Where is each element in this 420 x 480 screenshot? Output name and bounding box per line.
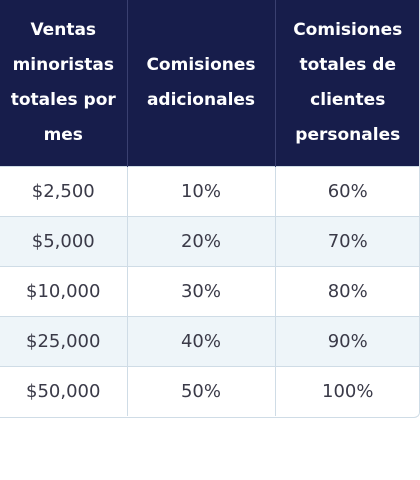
- commission-table-container: Ventas minoristas totales por mes Comisi…: [0, 0, 420, 418]
- cell-additional: 10%: [127, 165, 276, 216]
- cell-additional: 30%: [127, 265, 276, 316]
- cell-total: 90%: [275, 315, 419, 366]
- table-row: $2,500 10% 60%: [0, 165, 419, 216]
- cell-total: 70%: [275, 215, 419, 266]
- cell-sales: $50,000: [0, 365, 128, 416]
- table-body: $2,500 10% 60% $5,000 20% 70% $10,000 30…: [0, 165, 419, 416]
- cell-additional: 40%: [127, 315, 276, 366]
- cell-total: 80%: [275, 265, 419, 316]
- cell-sales: $5,000: [0, 215, 128, 266]
- table-row: $5,000 20% 70%: [0, 215, 419, 266]
- commission-table: Ventas minoristas totales por mes Comisi…: [0, 0, 419, 416]
- table-row: $10,000 30% 80%: [0, 265, 419, 316]
- header-additional-commissions: Comisiones adicionales: [127, 0, 276, 166]
- table-row: $50,000 50% 100%: [0, 365, 419, 416]
- header-total-personal-client-commissions: Comisiones totales de clientes personale…: [275, 0, 419, 166]
- header-row: Ventas minoristas totales por mes Comisi…: [0, 0, 419, 166]
- cell-sales: $10,000: [0, 265, 128, 316]
- cell-total: 100%: [275, 365, 419, 416]
- header-monthly-retail-sales: Ventas minoristas totales por mes: [0, 0, 128, 166]
- table-row: $25,000 40% 90%: [0, 315, 419, 366]
- cell-additional: 20%: [127, 215, 276, 266]
- cell-sales: $2,500: [0, 165, 128, 216]
- table-header: Ventas minoristas totales por mes Comisi…: [0, 0, 419, 166]
- cell-sales: $25,000: [0, 315, 128, 366]
- cell-additional: 50%: [127, 365, 276, 416]
- cell-total: 60%: [275, 165, 419, 216]
